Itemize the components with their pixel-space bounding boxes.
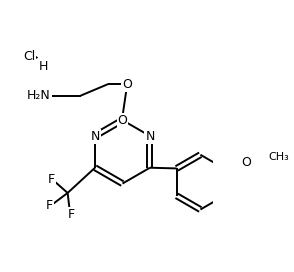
- Text: O: O: [118, 114, 127, 127]
- Text: F: F: [48, 174, 55, 187]
- Text: CH₃: CH₃: [269, 152, 290, 162]
- Text: Cl: Cl: [23, 50, 35, 63]
- Text: N: N: [145, 129, 155, 143]
- Text: F: F: [46, 199, 53, 212]
- Text: O: O: [241, 156, 251, 169]
- Text: N: N: [90, 129, 100, 143]
- Text: O: O: [122, 78, 132, 91]
- Text: H₂N: H₂N: [27, 89, 51, 102]
- Text: H: H: [39, 60, 48, 73]
- Text: F: F: [68, 208, 75, 221]
